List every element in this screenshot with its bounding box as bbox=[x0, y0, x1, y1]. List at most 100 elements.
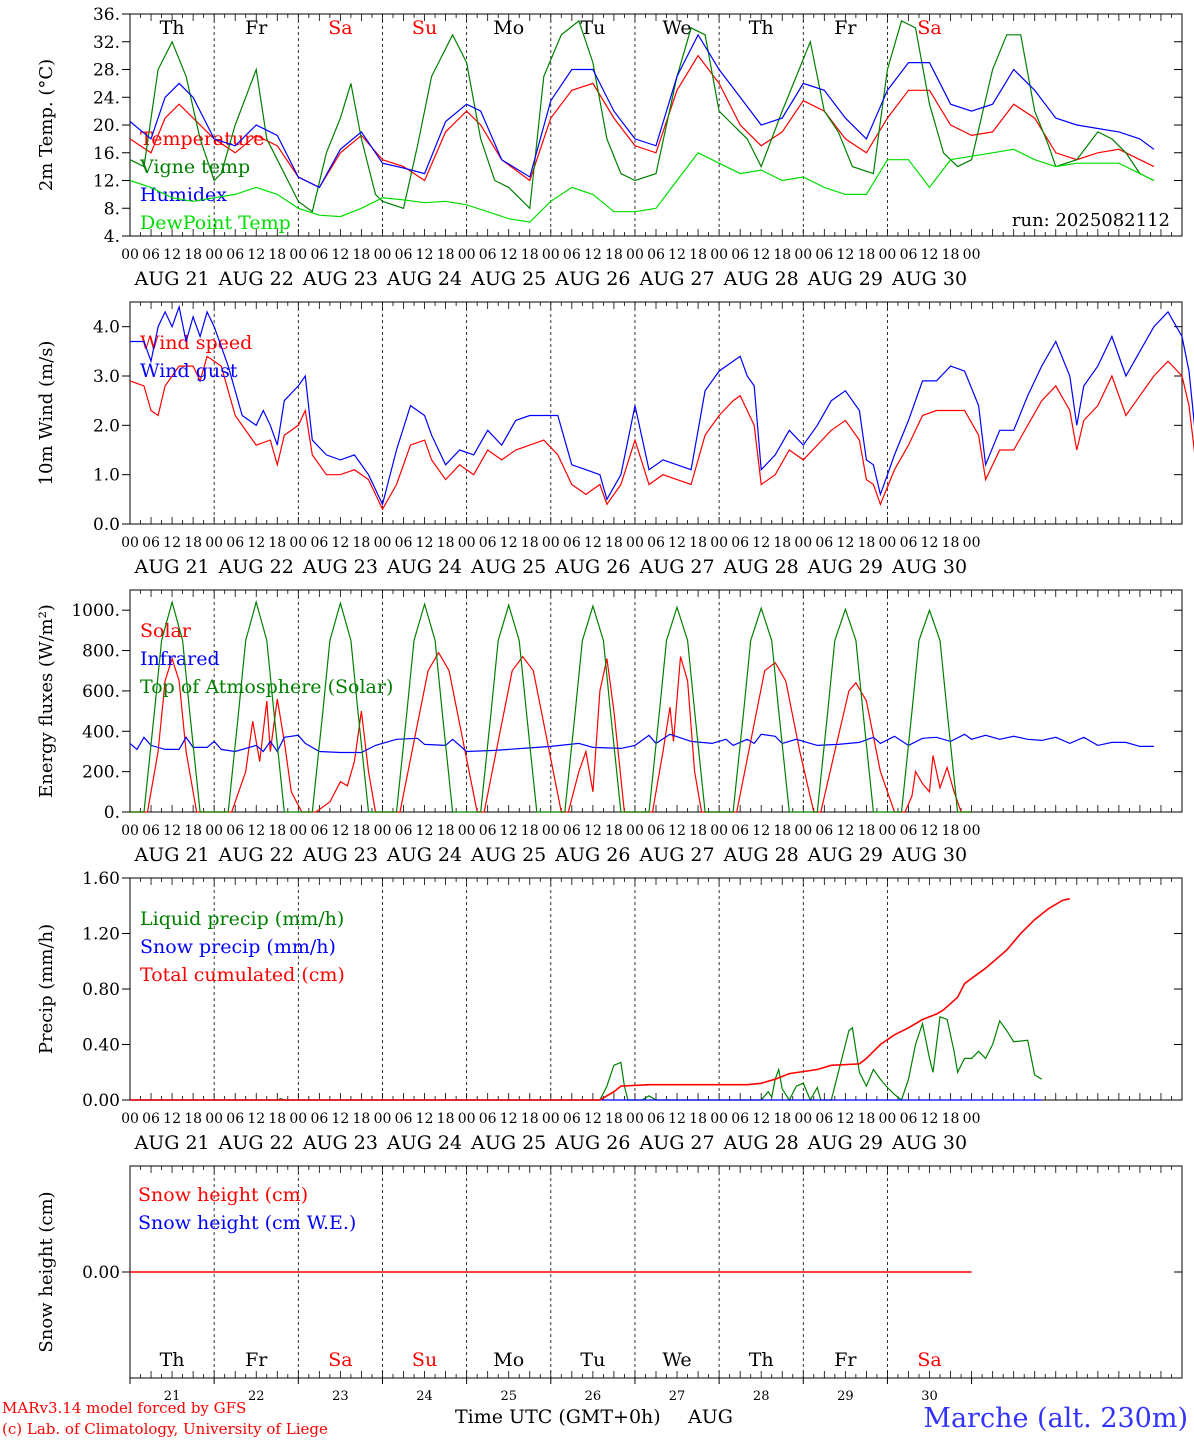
weekday-label: Th bbox=[749, 1349, 774, 1371]
hour-tick-label: 18 bbox=[353, 1111, 371, 1127]
series-line-vigne-temp bbox=[129, 19, 1155, 213]
hour-tick-label: 18 bbox=[521, 247, 539, 263]
hour-tick-label: 18 bbox=[773, 247, 791, 263]
hour-tick-label: 12 bbox=[331, 1111, 349, 1127]
hour-tick-label: 00 bbox=[205, 823, 223, 839]
hour-tick-label: 18 bbox=[689, 247, 707, 263]
panel-1: 4. 8. 12. 16. 20. 24. 28. 32. 36. 2m Temp. (°C) 00… bbox=[36, 5, 1183, 290]
hour-tick-label: 06 bbox=[731, 1111, 749, 1127]
hour-tick-label: 12 bbox=[163, 535, 181, 551]
y-tick-label: 0.40 bbox=[82, 1036, 120, 1056]
hour-tick-label: 06 bbox=[815, 823, 833, 839]
hour-tick-label: 00 bbox=[121, 823, 139, 839]
weekday-label: We bbox=[662, 17, 691, 39]
weekday-label: Tu bbox=[580, 17, 605, 39]
date-label: AUG 22 bbox=[218, 844, 294, 866]
hour-tick-label: 00 bbox=[121, 535, 139, 551]
y-tick-label: 800. bbox=[82, 642, 120, 662]
date-label: AUG 26 bbox=[554, 1132, 630, 1154]
hour-tick-label: 00 bbox=[879, 1111, 897, 1127]
hour-tick-label: 12 bbox=[921, 823, 939, 839]
hour-tick-label: 18 bbox=[689, 1111, 707, 1127]
weekday-label: Th bbox=[160, 1349, 185, 1371]
hour-tick-label: 00 bbox=[879, 247, 897, 263]
day-number-label: 21 bbox=[164, 1389, 181, 1404]
legend-entry: Liquid precip (mm/h) bbox=[140, 908, 344, 930]
hour-tick-label: 18 bbox=[437, 823, 455, 839]
day-number-label: 22 bbox=[248, 1389, 265, 1404]
date-label: AUG 21 bbox=[134, 268, 210, 290]
y-tick-label: 0. bbox=[104, 803, 120, 823]
hour-tick-label: 06 bbox=[647, 823, 665, 839]
hour-tick-label: 00 bbox=[710, 1111, 728, 1127]
date-label: AUG 23 bbox=[302, 844, 378, 866]
hour-tick-label: 06 bbox=[900, 823, 918, 839]
weekday-label: Su bbox=[412, 17, 437, 39]
legend-entry: DewPoint Temp bbox=[140, 212, 291, 234]
hour-tick-label: 18 bbox=[942, 535, 960, 551]
y-tick-label: 3.0 bbox=[93, 367, 120, 387]
legend-entry: Snow precip (mm/h) bbox=[140, 936, 336, 958]
hour-tick-label: 00 bbox=[794, 247, 812, 263]
hour-tick-label: 00 bbox=[542, 1111, 560, 1127]
date-label: AUG 23 bbox=[302, 1132, 378, 1154]
hour-tick-label: 06 bbox=[647, 1111, 665, 1127]
hour-tick-label: 06 bbox=[900, 1111, 918, 1127]
hour-tick-label: 06 bbox=[395, 247, 413, 263]
hour-tick-label: 12 bbox=[416, 1111, 434, 1127]
weekday-label: Sa bbox=[328, 17, 352, 39]
y-tick-label: 0.0 bbox=[93, 515, 120, 535]
hour-tick-label: 12 bbox=[836, 535, 854, 551]
y-tick-label: 12. bbox=[93, 172, 120, 192]
hour-tick-label: 06 bbox=[226, 247, 244, 263]
hour-tick-label: 18 bbox=[184, 823, 202, 839]
hour-tick-label: 00 bbox=[205, 535, 223, 551]
hour-tick-label: 06 bbox=[563, 535, 581, 551]
y-tick-label: 600. bbox=[82, 682, 120, 702]
weekday-label: Fr bbox=[834, 1349, 857, 1371]
hour-tick-label: 00 bbox=[963, 1111, 981, 1127]
hour-tick-label: 00 bbox=[542, 535, 560, 551]
date-label: AUG 27 bbox=[638, 556, 714, 578]
hour-tick-label: 12 bbox=[163, 1111, 181, 1127]
panel-5: 0.00 Snow height (cm) Th Fr Sa Su Mo Tu We Th Fr Sa… bbox=[36, 1165, 1183, 1384]
y-axis-label: Snow height (cm) bbox=[36, 1191, 57, 1352]
y-tick-label: 36. bbox=[93, 5, 120, 25]
plot-frame bbox=[129, 589, 1183, 813]
hour-tick-label: 06 bbox=[226, 535, 244, 551]
hour-tick-label: 06 bbox=[226, 1111, 244, 1127]
date-label: AUG 23 bbox=[302, 268, 378, 290]
hour-tick-label: 12 bbox=[331, 823, 349, 839]
hour-tick-label: 06 bbox=[731, 247, 749, 263]
date-label: AUG 29 bbox=[807, 844, 883, 866]
station-title: Marche (alt. 230m) bbox=[923, 1403, 1188, 1434]
y-tick-label: 1.60 bbox=[82, 869, 120, 889]
hour-tick-label: 06 bbox=[563, 1111, 581, 1127]
hour-tick-label: 00 bbox=[626, 823, 644, 839]
legend-entry: Snow height (cm W.E.) bbox=[138, 1212, 356, 1234]
hour-tick-label: 18 bbox=[605, 823, 623, 839]
date-label: AUG 30 bbox=[891, 844, 967, 866]
date-label: AUG 22 bbox=[218, 268, 294, 290]
date-label: AUG 27 bbox=[638, 268, 714, 290]
series-line-solar bbox=[130, 651, 972, 813]
hour-tick-label: 12 bbox=[247, 535, 265, 551]
legend-entry: Wind speed bbox=[140, 332, 252, 354]
hour-tick-label: 18 bbox=[353, 823, 371, 839]
date-label: AUG 22 bbox=[218, 1132, 294, 1154]
weekday-label: Th bbox=[749, 17, 774, 39]
date-label: AUG 30 bbox=[891, 268, 967, 290]
hour-tick-label: 00 bbox=[963, 247, 981, 263]
hour-tick-label: 18 bbox=[521, 1111, 539, 1127]
y-tick-label: 4. bbox=[104, 227, 120, 247]
date-label: AUG 25 bbox=[470, 268, 546, 290]
hour-tick-label: 12 bbox=[921, 535, 939, 551]
plot-frame bbox=[129, 301, 1183, 525]
day-number-label: 27 bbox=[669, 1389, 686, 1404]
legend-entry: Snow height (cm) bbox=[138, 1184, 308, 1206]
hour-tick-label: 18 bbox=[268, 823, 286, 839]
hour-tick-label: 06 bbox=[815, 535, 833, 551]
hour-tick-label: 18 bbox=[184, 1111, 202, 1127]
hour-tick-label: 18 bbox=[268, 535, 286, 551]
